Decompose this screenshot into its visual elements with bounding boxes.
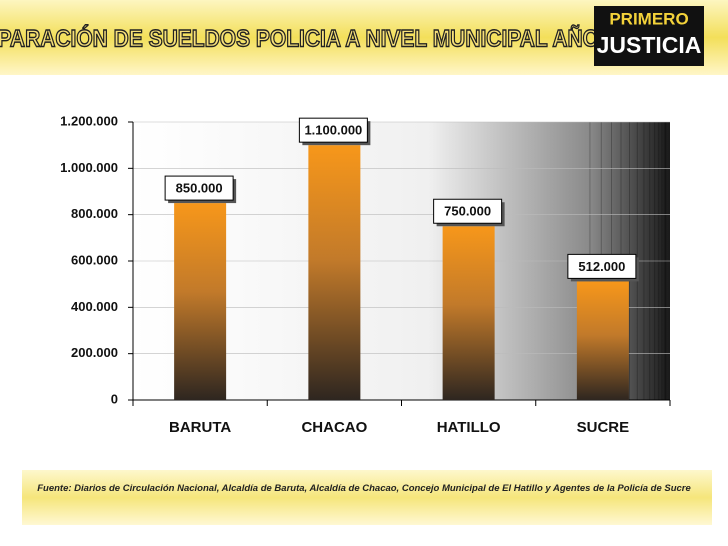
logo-box (594, 6, 704, 66)
logo-text: PRIMERO (609, 9, 688, 28)
x-tick-label: SUCRE (577, 419, 630, 436)
footer-banner (22, 470, 712, 525)
label-box (164, 175, 234, 201)
y-tick-label: 400.000 (71, 299, 118, 314)
x-tick-label: CHACAO (301, 419, 367, 436)
source-note: Fuente: Diarios de Circulación Nacional,… (37, 483, 691, 494)
label-box (298, 117, 368, 143)
value-label: 750.000 (444, 204, 491, 219)
y-tick-label: 600.000 (71, 252, 118, 267)
y-tick-label: 800.000 (71, 206, 118, 221)
y-tick-label: 0 (111, 391, 118, 406)
bar (442, 226, 495, 400)
logo-text: JUSTICIA (597, 32, 702, 58)
y-tick-label: 1.000.000 (60, 160, 118, 175)
bar (308, 145, 361, 400)
x-tick-label: BARUTA (169, 419, 231, 436)
value-label: 1.100.000 (304, 123, 362, 138)
label-box (567, 253, 637, 279)
value-label: 850.000 (176, 181, 223, 196)
value-label: 512.000 (578, 259, 625, 274)
chart-title: COMPARACIÓN DE SUELDOS POLICIA A NIVEL M… (0, 25, 651, 52)
y-tick-label: 1.200.000 (60, 113, 118, 128)
y-tick-label: 200.000 (71, 345, 118, 360)
bar (576, 281, 629, 400)
x-tick-label: HATILLO (437, 419, 501, 436)
bar (174, 203, 227, 400)
label-box (433, 198, 503, 224)
